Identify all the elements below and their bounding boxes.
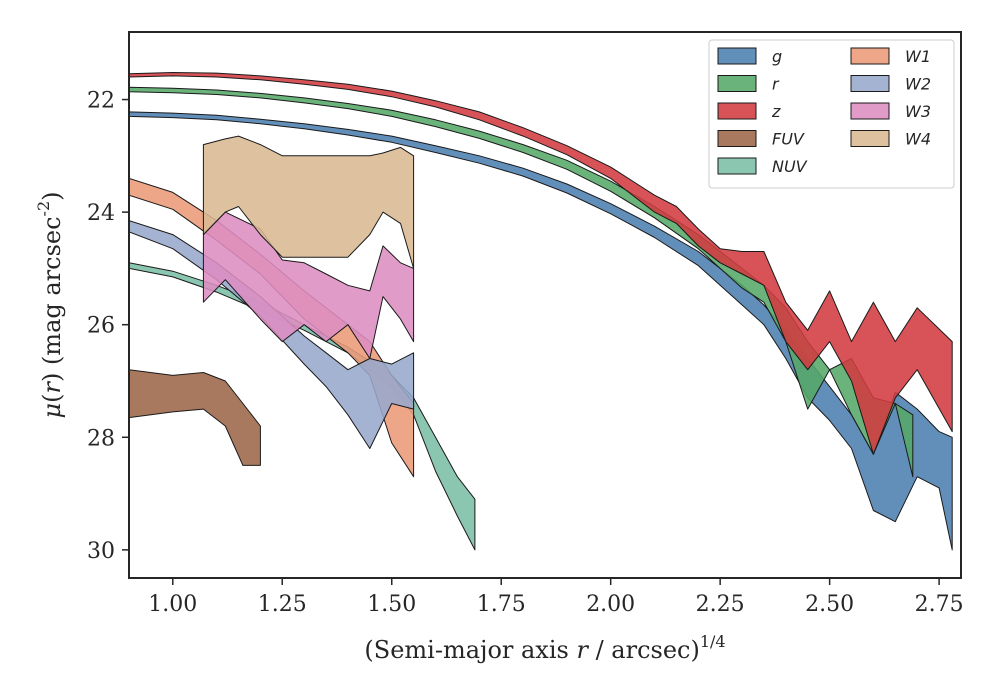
legend-label-w4: W4: [905, 130, 931, 149]
legend-label-z: z: [771, 102, 781, 121]
legend-swatch-w2: [850, 75, 890, 92]
legend-swatch-w4: [850, 130, 890, 147]
band-z: [129, 72, 953, 455]
legend-label-g: g: [772, 47, 782, 66]
band-r: [129, 86, 914, 478]
x-tick-label: 2.50: [805, 592, 854, 617]
y-tick-label: 26: [87, 314, 115, 339]
legend-swatch-nuv: [717, 157, 757, 175]
legend-label-fuv: FUV: [772, 130, 805, 149]
legend-swatch-r: [717, 75, 757, 92]
legend-swatch-z: [717, 102, 757, 120]
series-layer: [129, 72, 953, 551]
x-tick-label: 2.00: [586, 592, 635, 617]
x-tick-label: 1.00: [148, 592, 197, 617]
x-tick-label: 1.50: [367, 592, 416, 617]
legend-swatch-fuv: [717, 130, 757, 147]
legend-label-w2: W2: [905, 75, 931, 94]
x-tick-label: 2.25: [696, 592, 745, 617]
legend-label-w1: W1: [905, 47, 931, 66]
y-tick-label: 24: [87, 201, 115, 226]
legend-swatch-w3: [850, 102, 890, 120]
plot-frame: [128, 31, 962, 579]
legend: grz FUV NUV W1 W2 W3 W4: [708, 39, 955, 189]
legend-swatch-w1: [850, 47, 890, 65]
band-w3: [202, 211, 415, 359]
legend-frame: [708, 39, 955, 189]
y-tick-label: 28: [87, 426, 115, 451]
x-axis-label: (Semi-major axis r / arcsec)1/4: [364, 632, 725, 664]
x-tick-label: 1.25: [258, 592, 307, 617]
legend-label-nuv: NUV: [772, 157, 808, 176]
y-axis-label: μ(r) (mag arcsec-2): [34, 191, 66, 418]
legend-label-r: r: [772, 75, 780, 94]
band-w4: [202, 135, 415, 269]
x-tick-label: 1.75: [477, 592, 526, 617]
y-tick-label: 30: [87, 539, 115, 564]
legend-swatch-g: [717, 47, 757, 65]
band-fuv: [129, 369, 261, 466]
band-g: [129, 111, 953, 551]
x-tick-label: 2.75: [915, 592, 964, 617]
tick-layer: 1.00 1.25 1.50 1.75 2.00 2.25 2.50 2.75 22 24 26 28…: [87, 89, 964, 617]
legend-label-w3: W3: [905, 102, 931, 121]
y-tick-label: 22: [87, 89, 115, 114]
